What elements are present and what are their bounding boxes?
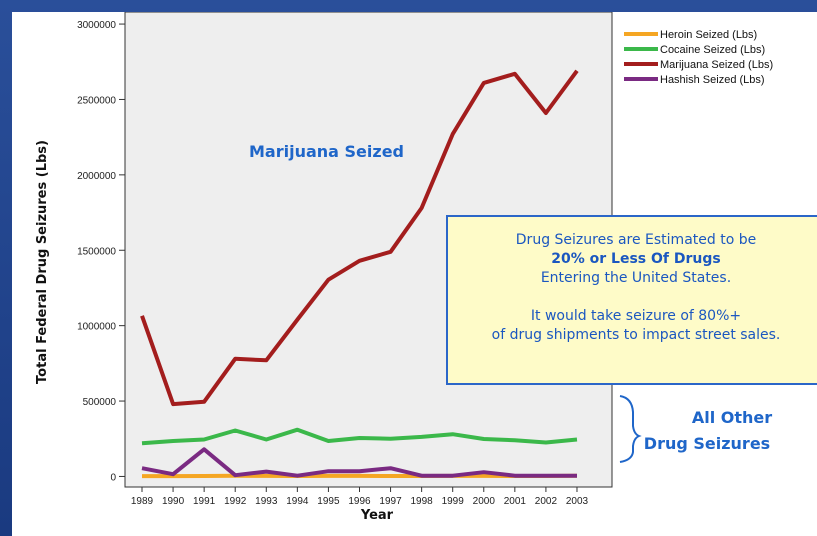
marijuana-legend-label: Marijuana Seized (Lbs) (660, 59, 773, 71)
cocaine-legend-label: Cocaine Seized (Lbs) (660, 44, 765, 56)
callout-line-4 (448, 288, 817, 307)
estimate-callout-box: Drug Seizures are Estimated to be 20% or… (446, 215, 817, 385)
y-tick-label: 0 (110, 472, 116, 483)
x-tick-label: 2003 (566, 496, 589, 507)
marijuana-series-line (140, 69, 579, 407)
y-tick-label: 2000000 (77, 171, 116, 182)
x-tick-label: 1999 (442, 496, 465, 507)
y-tick-label: 1000000 (77, 322, 116, 333)
x-tick-label: 1990 (162, 496, 185, 507)
x-tick-label: 1994 (286, 496, 309, 507)
y-tick-label: 1500000 (77, 246, 116, 257)
legend: Heroin Seized (Lbs) Cocaine Seized (Lbs) M… (624, 29, 773, 86)
x-tick-label: 2002 (535, 496, 558, 507)
x-tick-label: 1995 (317, 496, 340, 507)
cocaine-series-line (141, 427, 578, 446)
x-tick-label: 1993 (255, 496, 278, 507)
other-drugs-label-2: Drug Seizures (644, 434, 770, 453)
x-tick-label: 1997 (379, 496, 402, 507)
y-tick-label: 2500000 (77, 95, 116, 106)
other-drugs-label-1: All Other (692, 408, 772, 427)
x-tick-label: 1998 (411, 496, 434, 507)
callout-line-2: 20% or Less Of Drugs (551, 251, 721, 267)
x-axis: 1989 1990 1991 1992 1993 1994 1995 1996 1997 1998… (131, 487, 589, 507)
callout-line-5: It would take seizure of 80%+ (530, 308, 742, 324)
callout-line-3: Entering the United States. (540, 270, 732, 286)
y-axis: 0 500000 1000000 1500000 2000000 2500000 30000… (77, 20, 125, 483)
series-lines (140, 69, 579, 479)
hashish-series-line (141, 447, 577, 478)
y-axis-title: Total Federal Drug Seizures (Lbs) (35, 140, 50, 384)
x-tick-label: 1989 (131, 496, 154, 507)
x-tick-label: 1991 (193, 496, 216, 507)
y-tick-label: 500000 (83, 397, 117, 408)
other-drugs-brace (619, 395, 642, 463)
callout-line-1: Drug Seizures are Estimated to be (515, 232, 757, 248)
x-tick-label: 2001 (504, 496, 527, 507)
callout-line-6: of drug shipments to impact street sales… (491, 327, 781, 343)
heroin-legend-label: Heroin Seized (Lbs) (660, 29, 757, 41)
x-tick-label: 1992 (224, 496, 247, 507)
x-tick-label: 2000 (473, 496, 496, 507)
marijuana-annotation: Marijuana Seized (249, 142, 404, 161)
x-tick-label: 1996 (348, 496, 371, 507)
x-axis-title: Year (360, 508, 394, 523)
hashish-legend-label: Hashish Seized (Lbs) (660, 74, 765, 86)
y-tick-label: 3000000 (77, 20, 116, 31)
